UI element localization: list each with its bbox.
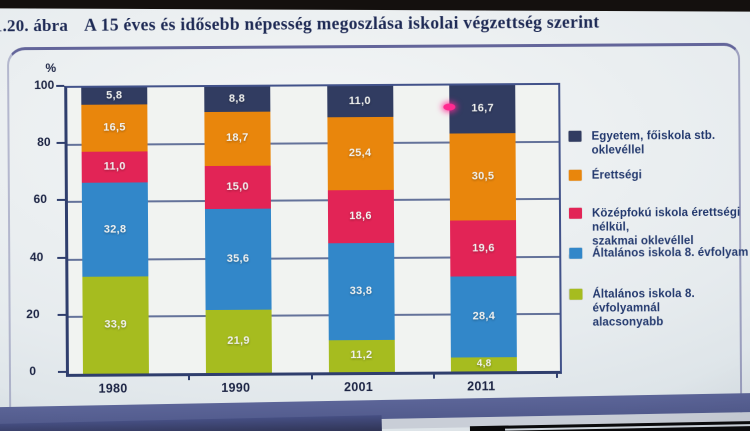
segment-value-label: 32,8	[103, 223, 127, 236]
bar-segment: 16,5	[81, 103, 148, 152]
x-tick-mark	[433, 372, 436, 379]
figure-title: A 15 éves és idősebb népesség megoszlása…	[84, 11, 600, 35]
segment-value-label: 30,5	[471, 170, 495, 183]
slide-title: 1.20. ábra A 15 éves és idősebb népesség …	[0, 12, 600, 37]
legend-item: Egyetem, főiskola stb. oklevéllel	[566, 129, 748, 158]
bar-segment: 11,0	[326, 85, 393, 118]
x-tick-mark	[310, 373, 313, 380]
y-tick-label: 0	[29, 364, 36, 379]
bar-segment: 5,8	[81, 87, 148, 105]
figure-number: 1.20. ábra	[0, 15, 69, 36]
segment-value-label: 4,8	[476, 358, 492, 370]
segment-value-label: 28,4	[472, 310, 496, 323]
y-tick-label: 40	[29, 249, 44, 264]
bar-segment: 16,7	[449, 85, 516, 134]
bar-segment: 32,8	[81, 182, 149, 277]
segment-value-label: 18,7	[225, 132, 249, 145]
bar-segment: 15,0	[204, 165, 271, 209]
bar-segment: 33,9	[82, 276, 149, 374]
legend-label: Általános iskola 8. évfolyamnál alacsony…	[592, 288, 695, 329]
year-label: 1980	[98, 381, 128, 396]
bar-segment: 30,5	[449, 132, 517, 221]
y-tick-label: 80	[37, 135, 51, 150]
segment-value-label: 16,5	[103, 121, 126, 134]
year-label: 2011	[467, 379, 496, 394]
y-tick-mark	[56, 142, 65, 145]
legend-item: Középfokú iskola érettségi nélkül, szakm…	[567, 206, 749, 249]
segment-value-label: 18,6	[349, 210, 372, 223]
legend-label: Középfokú iskola érettségi nélkül, szakm…	[591, 206, 741, 248]
legend-swatch	[568, 130, 582, 142]
segment-value-label: 35,6	[226, 252, 250, 265]
bar-segment: 35,6	[204, 208, 272, 311]
legend-item: Általános iskola 8. évfolyam	[567, 246, 749, 261]
legend-swatch	[568, 207, 583, 219]
y-tick-mark	[56, 84, 65, 87]
segment-value-label: 11,2	[350, 349, 373, 362]
legend-label: Egyetem, főiskola stb. oklevéllel	[591, 129, 716, 157]
segment-value-label: 21,9	[227, 334, 250, 348]
y-tick-mark	[57, 256, 66, 259]
segment-value-label: 33,8	[349, 285, 373, 298]
legend-swatch	[568, 169, 582, 181]
legend-swatch	[569, 288, 583, 300]
bar-segment: 11,0	[81, 151, 148, 184]
x-tick-mark	[555, 371, 558, 378]
segment-value-label: 25,4	[348, 147, 372, 160]
y-tick-mark	[57, 370, 66, 373]
y-axis-unit-label: %	[45, 60, 57, 76]
x-tick-mark	[187, 374, 190, 381]
legend-item: Általános iskola 8. évfolyamnál alacsony…	[567, 287, 749, 330]
laser-pointer-dot	[443, 103, 456, 111]
year-label: 2001	[343, 380, 374, 395]
legend-swatch	[569, 247, 583, 259]
bar-segment: 11,2	[328, 339, 395, 373]
bar-segment: 18,7	[204, 111, 271, 166]
bar-segment: 21,9	[205, 309, 272, 374]
bar-segment: 33,8	[327, 243, 395, 341]
y-tick-label: 60	[33, 192, 47, 207]
segment-value-label: 8,8	[228, 92, 246, 105]
segment-value-label: 11,0	[103, 160, 126, 173]
bar-segment: 18,6	[327, 189, 394, 244]
segment-value-label: 15,0	[226, 180, 249, 193]
legend-label: Érettségi	[591, 169, 642, 182]
segment-value-label: 5,8	[106, 89, 123, 102]
segment-value-label: 11,0	[348, 95, 371, 108]
y-tick-label: 20	[26, 306, 40, 321]
y-tick-mark	[56, 199, 65, 202]
bar-segment: 28,4	[450, 276, 518, 358]
segment-value-label: 19,6	[472, 241, 495, 254]
bar-segment: 8,8	[203, 86, 271, 113]
y-tick-mark	[57, 313, 66, 316]
bar-segment: 19,6	[450, 220, 517, 277]
bar-segment: 25,4	[326, 117, 394, 191]
segment-value-label: 16,7	[471, 102, 494, 115]
plot-area: 33,9 32,8 11,0 16,5 5,8 21,9 35,6 15,0 18,7 8,8 11…	[64, 82, 562, 377]
y-tick-label: 100	[34, 77, 55, 93]
legend-item: Érettségi	[567, 168, 749, 183]
segment-value-label: 33,9	[104, 318, 127, 331]
bar-segment: 4,8	[451, 357, 518, 372]
year-label: 1990	[221, 380, 251, 395]
legend-label: Általános iskola 8. évfolyam	[592, 246, 749, 260]
